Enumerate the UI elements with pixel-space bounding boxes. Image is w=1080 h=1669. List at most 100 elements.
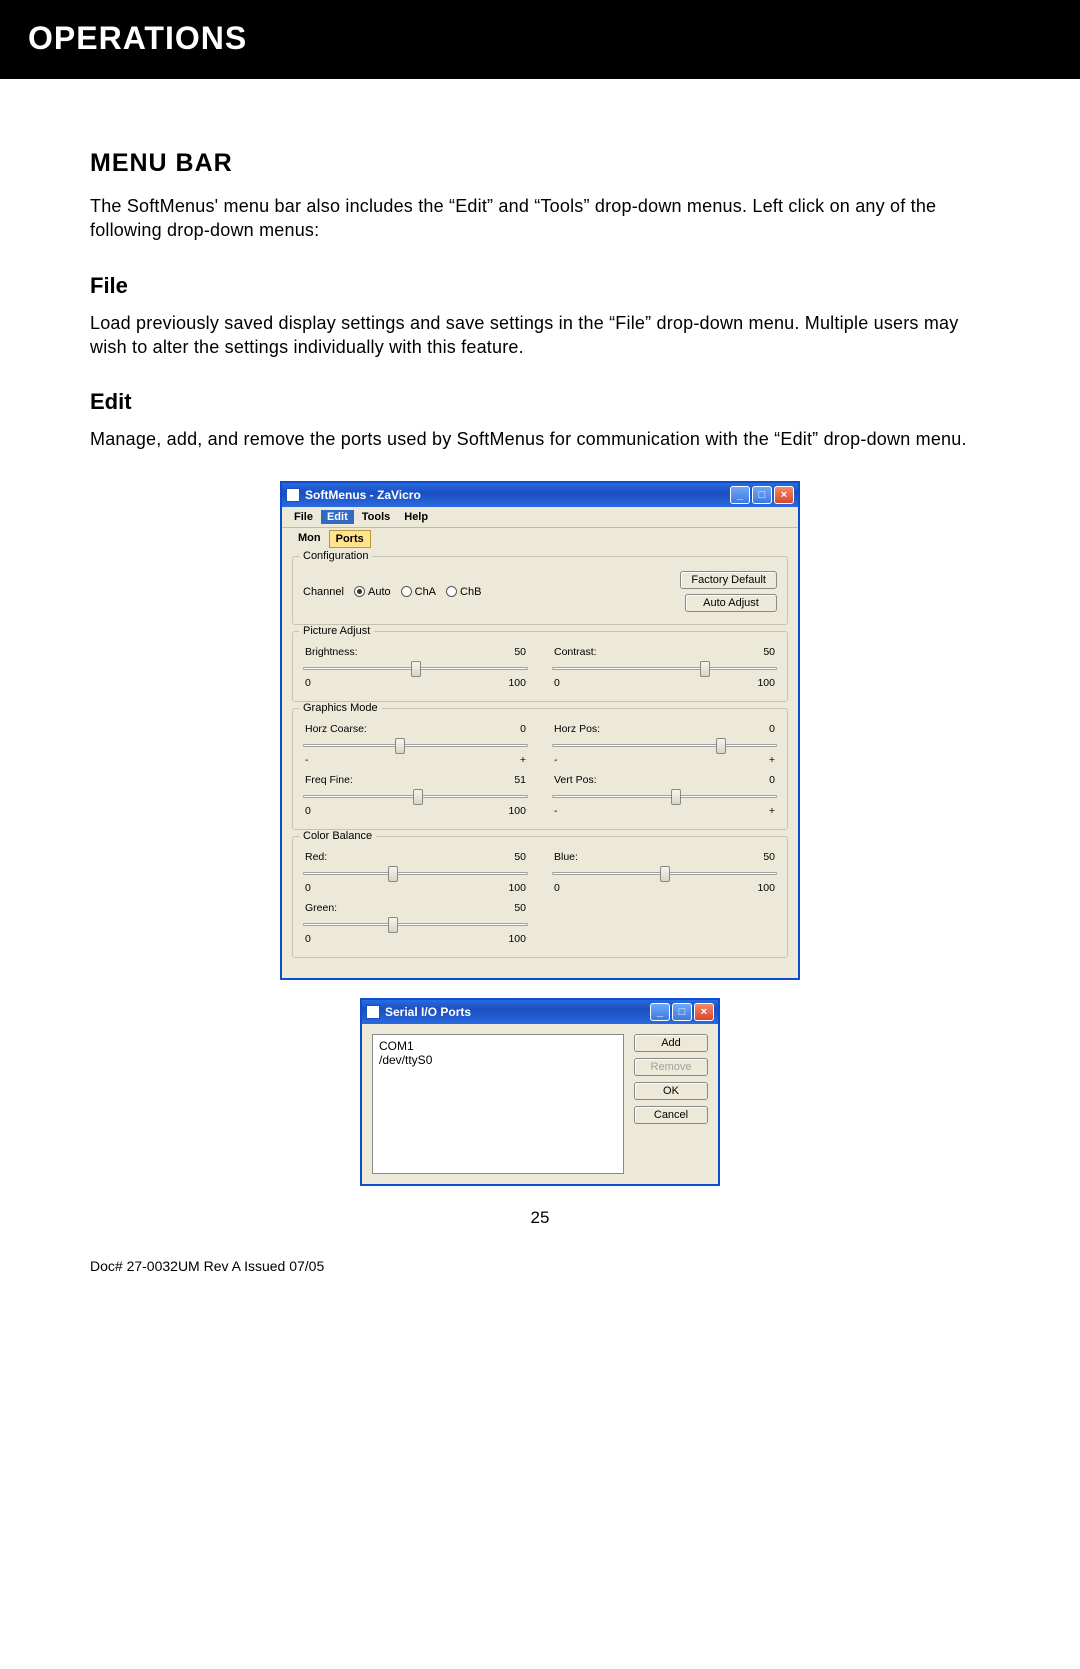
- cancel-button[interactable]: Cancel: [634, 1106, 708, 1124]
- menu-file[interactable]: File: [288, 510, 319, 524]
- submenu-mon[interactable]: Mon: [292, 530, 327, 548]
- blue-min: 0: [554, 882, 560, 894]
- page-number: 25: [90, 1208, 990, 1228]
- submenu-ports[interactable]: Ports: [329, 530, 371, 548]
- window-title: SoftMenus - ZaVicro: [305, 488, 421, 502]
- submenu: Mon Ports: [282, 528, 798, 550]
- vert-pos-value: 0: [769, 774, 775, 786]
- ports-close-button[interactable]: ×: [694, 1003, 714, 1021]
- brightness-label: Brightness:: [305, 646, 358, 658]
- auto-adjust-button[interactable]: Auto Adjust: [685, 594, 777, 612]
- blue-value: 50: [763, 851, 775, 863]
- slider-red[interactable]: Red: 50 0 100: [303, 851, 528, 894]
- slider-contrast[interactable]: Contrast: 50 0 100: [552, 646, 777, 689]
- group-color: Color Balance Red:50 0100 Blue:50: [292, 836, 788, 958]
- radio-cha[interactable]: [401, 586, 412, 597]
- app-icon: [286, 488, 300, 502]
- port-item[interactable]: COM1: [379, 1039, 617, 1053]
- figure-softmenus: SoftMenus - ZaVicro _ □ × File Edit Tool…: [90, 481, 990, 980]
- radio-auto[interactable]: [354, 586, 365, 597]
- ports-titlebar: Serial I/O Ports _ □ ×: [362, 1000, 718, 1024]
- horz-pos-max: +: [769, 754, 775, 766]
- group-picture-label: Picture Adjust: [299, 625, 374, 633]
- vert-pos-label: Vert Pos:: [554, 774, 597, 786]
- brightness-min: 0: [305, 677, 311, 689]
- doc-footer: Doc# 27-0032UM Rev A Issued 07/05: [0, 1248, 1080, 1302]
- slider-vert-pos[interactable]: Vert Pos: 0 - +: [552, 774, 777, 817]
- slider-horz-pos[interactable]: Horz Pos: 0 - +: [552, 723, 777, 766]
- blue-label: Blue:: [554, 851, 578, 863]
- group-picture: Picture Adjust Brightness:50 0100 Contra…: [292, 631, 788, 702]
- red-min: 0: [305, 882, 311, 894]
- group-configuration: Configuration Channel Auto ChA ChB Facto…: [292, 556, 788, 625]
- ok-button[interactable]: OK: [634, 1082, 708, 1100]
- menu-help[interactable]: Help: [398, 510, 434, 524]
- group-color-label: Color Balance: [299, 830, 376, 838]
- page-title: OPERATIONS: [28, 20, 1052, 57]
- add-button[interactable]: Add: [634, 1034, 708, 1052]
- ports-maximize-button[interactable]: □: [672, 1003, 692, 1021]
- maximize-button[interactable]: □: [752, 486, 772, 504]
- slider-freq-fine[interactable]: Freq Fine:51 0100: [303, 774, 528, 817]
- brightness-max: 100: [508, 677, 526, 689]
- group-graphics-label: Graphics Mode: [299, 702, 382, 710]
- serial-ports-window: Serial I/O Ports _ □ × COM1 /dev/ttyS0 A…: [360, 998, 720, 1186]
- file-text: Load previously saved display settings a…: [90, 311, 990, 360]
- brightness-value: 50: [514, 646, 526, 658]
- radio-chb-label: ChB: [460, 586, 481, 598]
- group-config-label: Configuration: [299, 550, 372, 558]
- contrast-min: 0: [554, 677, 560, 689]
- group-graphics: Graphics Mode Horz Coarse:0 -+ Horz Pos:…: [292, 708, 788, 830]
- titlebar: SoftMenus - ZaVicro _ □ ×: [282, 483, 798, 507]
- red-label: Red:: [305, 851, 327, 863]
- slider-horz-coarse[interactable]: Horz Coarse:0 -+: [303, 723, 528, 766]
- ports-minimize-button[interactable]: _: [650, 1003, 670, 1021]
- green-max: 100: [508, 933, 526, 945]
- port-item[interactable]: /dev/ttyS0: [379, 1053, 617, 1067]
- vert-pos-min: -: [554, 805, 558, 817]
- file-title: File: [90, 273, 990, 299]
- green-value: 50: [514, 902, 526, 914]
- horz-coarse-min: -: [305, 754, 309, 766]
- red-max: 100: [508, 882, 526, 894]
- slider-brightness[interactable]: Brightness: 50 0 100: [303, 646, 528, 689]
- menu-tools[interactable]: Tools: [356, 510, 397, 524]
- horz-pos-value: 0: [769, 723, 775, 735]
- edit-text: Manage, add, and remove the ports used b…: [90, 427, 990, 451]
- figure-serial-ports: Serial I/O Ports _ □ × COM1 /dev/ttyS0 A…: [90, 998, 990, 1186]
- radio-cha-label: ChA: [415, 586, 436, 598]
- channel-label: Channel: [303, 586, 344, 598]
- radio-chb[interactable]: [446, 586, 457, 597]
- freq-fine-value: 51: [514, 774, 526, 786]
- contrast-max: 100: [757, 677, 775, 689]
- softmenus-window: SoftMenus - ZaVicro _ □ × File Edit Tool…: [280, 481, 800, 980]
- menu-bar: File Edit Tools Help: [282, 507, 798, 528]
- vert-pos-max: +: [769, 805, 775, 817]
- radio-auto-label: Auto: [368, 586, 391, 598]
- ports-window-title: Serial I/O Ports: [385, 1005, 471, 1019]
- edit-title: Edit: [90, 389, 990, 415]
- blue-max: 100: [757, 882, 775, 894]
- freq-fine-label: Freq Fine:: [305, 774, 353, 786]
- slider-blue[interactable]: Blue: 50 0 100: [552, 851, 777, 894]
- contrast-label: Contrast:: [554, 646, 597, 658]
- close-button[interactable]: ×: [774, 486, 794, 504]
- page-header: OPERATIONS: [0, 0, 1080, 79]
- horz-pos-min: -: [554, 754, 558, 766]
- content: MENU BAR The SoftMenus' menu bar also in…: [0, 79, 1080, 1248]
- window-body: Configuration Channel Auto ChA ChB Facto…: [282, 550, 798, 978]
- factory-default-button[interactable]: Factory Default: [680, 571, 777, 589]
- ports-listbox[interactable]: COM1 /dev/ttyS0: [372, 1034, 624, 1174]
- slider-green[interactable]: Green:50 0100: [303, 902, 528, 945]
- menu-edit[interactable]: Edit: [321, 510, 354, 524]
- remove-button: Remove: [634, 1058, 708, 1076]
- contrast-value: 50: [763, 646, 775, 658]
- horz-coarse-value: 0: [520, 723, 526, 735]
- horz-coarse-label: Horz Coarse:: [305, 723, 367, 735]
- minimize-button[interactable]: _: [730, 486, 750, 504]
- red-value: 50: [514, 851, 526, 863]
- section-menu-bar-title: MENU BAR: [90, 149, 990, 178]
- menu-bar-text: The SoftMenus' menu bar also includes th…: [90, 194, 990, 243]
- ports-app-icon: [366, 1005, 380, 1019]
- horz-pos-label: Horz Pos:: [554, 723, 600, 735]
